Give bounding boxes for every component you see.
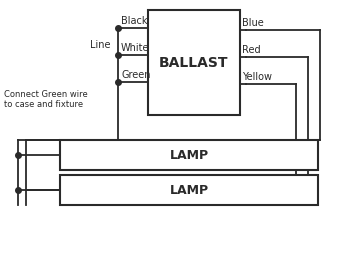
Bar (148, 10, 240, 115)
Text: Yellow: Yellow (242, 72, 272, 82)
Text: LAMP: LAMP (170, 148, 208, 161)
Text: BALLAST: BALLAST (159, 55, 229, 69)
Bar (60, 140, 318, 170)
Text: White: White (121, 43, 150, 53)
Text: Blue: Blue (242, 18, 264, 28)
Text: Line: Line (90, 40, 110, 50)
Text: Green: Green (121, 70, 151, 80)
Bar (60, 175, 318, 205)
Text: Black: Black (121, 16, 148, 26)
Text: LAMP: LAMP (170, 184, 208, 197)
Text: Red: Red (242, 45, 261, 55)
Text: Connect Green wire
to case and fixture: Connect Green wire to case and fixture (4, 90, 88, 109)
